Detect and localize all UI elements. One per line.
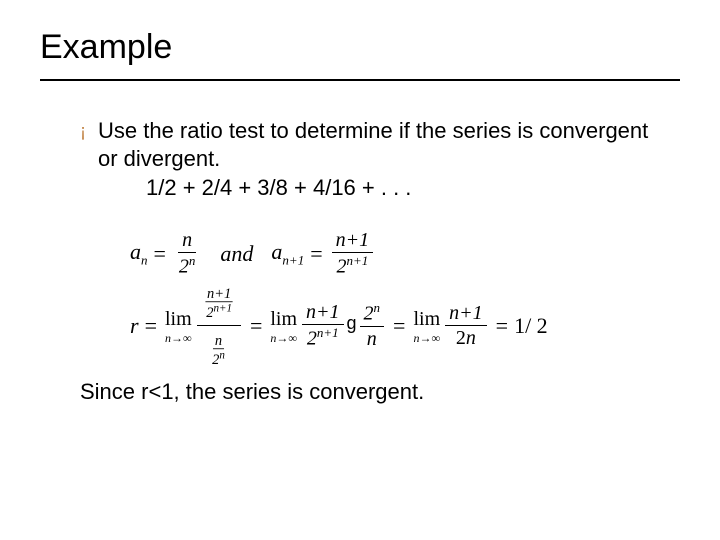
bullet-text: Use the ratio test to determine if the s… (98, 117, 670, 202)
equals-sign: = (250, 312, 262, 340)
result-value: 1/ 2 (514, 312, 548, 340)
formula-an-definition: an = n 2n and an+1 = n+1 2n+1 r = lim (130, 226, 670, 354)
and-word: and (220, 240, 253, 268)
limit-1: lim n→∞ (165, 307, 192, 344)
ratio-fraction-1: n+1 2n+1 n 2n (197, 281, 241, 371)
bullet-icon: ¡ (80, 117, 86, 146)
slide-body: ¡ Use the ratio test to determine if the… (40, 91, 680, 405)
equals-sign: = (496, 312, 508, 340)
g-mark: g (347, 312, 357, 335)
slide-title: Example (40, 28, 680, 81)
ratio-fraction-3: n+1 2n (445, 302, 487, 349)
ratio-fraction-2: n+1 2n+1 (302, 301, 344, 350)
an1-var: an+1 (271, 238, 304, 269)
an-fraction: n 2n (175, 229, 200, 278)
equals-sign: = (154, 240, 166, 268)
equals-sign: = (145, 312, 157, 340)
slide: Example ¡ Use the ratio test to determin… (0, 0, 720, 540)
formula-row-1: an = n 2n and an+1 = n+1 2n+1 (130, 226, 670, 282)
equals-sign: = (310, 240, 322, 268)
an-var: an (130, 238, 148, 269)
equals-sign: = (393, 312, 405, 340)
conclusion-text: Since r<1, the series is convergent. (80, 378, 670, 406)
bullet-item: ¡ Use the ratio test to determine if the… (80, 117, 670, 202)
limit-2: lim n→∞ (270, 307, 297, 344)
r-var: r (130, 312, 139, 340)
an1-fraction: n+1 2n+1 (332, 229, 374, 278)
limit-3: lim n→∞ (413, 307, 440, 344)
series-expression: 1/2 + 2/4 + 3/8 + 4/16 + . . . (98, 174, 670, 202)
formula-row-2: r = lim n→∞ n+1 2n+1 n (130, 298, 670, 354)
ratio-fraction-2b: 2n n (360, 301, 385, 350)
bullet-line-1: Use the ratio test to determine if the s… (98, 118, 648, 171)
